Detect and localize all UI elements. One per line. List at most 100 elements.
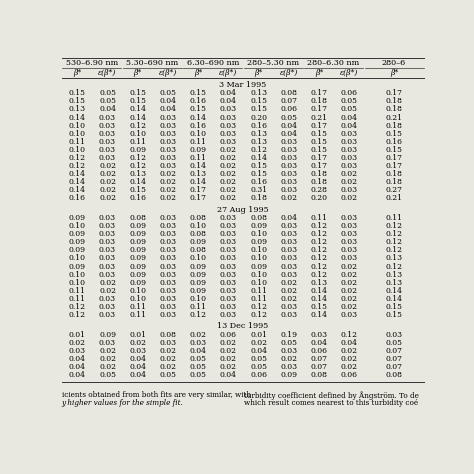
Text: 0.03: 0.03	[99, 303, 116, 311]
Text: 0.13: 0.13	[310, 279, 328, 287]
Text: 0.11: 0.11	[129, 138, 146, 146]
Text: 0.09: 0.09	[129, 279, 146, 287]
Text: 0.03: 0.03	[341, 246, 358, 255]
Text: 0.09: 0.09	[190, 146, 207, 154]
Text: 0.03: 0.03	[99, 246, 116, 255]
Text: 0.09: 0.09	[129, 263, 146, 271]
Text: 0.02: 0.02	[99, 279, 116, 287]
Text: 0.03: 0.03	[220, 122, 237, 129]
Text: 0.12: 0.12	[310, 246, 328, 255]
Text: 0.03: 0.03	[280, 222, 297, 230]
Text: 0.17: 0.17	[190, 186, 207, 194]
Text: 0.02: 0.02	[220, 194, 237, 202]
Text: 0.03: 0.03	[280, 186, 297, 194]
Text: 0.13: 0.13	[385, 279, 402, 287]
Text: 0.03: 0.03	[99, 113, 116, 121]
Text: 0.10: 0.10	[69, 222, 86, 230]
Text: 0.09: 0.09	[69, 214, 86, 222]
Text: 0.10: 0.10	[250, 255, 267, 263]
Text: 0.02: 0.02	[280, 295, 297, 303]
Text: 0.03: 0.03	[280, 230, 297, 238]
Text: ε(β*): ε(β*)	[219, 69, 237, 77]
Text: 0.12: 0.12	[250, 311, 267, 319]
Text: 0.12: 0.12	[385, 222, 402, 230]
Text: 0.03: 0.03	[99, 238, 116, 246]
Text: 0.11: 0.11	[190, 303, 207, 311]
Text: 0.02: 0.02	[220, 170, 237, 178]
Text: 0.18: 0.18	[385, 105, 402, 113]
Text: 0.02: 0.02	[341, 287, 358, 295]
Text: 0.09: 0.09	[129, 271, 146, 279]
Text: 0.03: 0.03	[220, 246, 237, 255]
Text: 0.05: 0.05	[159, 89, 176, 97]
Text: 0.03: 0.03	[159, 146, 176, 154]
Text: 0.06: 0.06	[341, 371, 358, 379]
Text: 0.15: 0.15	[250, 170, 267, 178]
Text: 0.05: 0.05	[341, 97, 358, 105]
Text: 0.15: 0.15	[385, 311, 402, 319]
Text: 0.08: 0.08	[280, 89, 297, 97]
Text: 0.06: 0.06	[310, 347, 328, 355]
Text: 0.15: 0.15	[129, 97, 146, 105]
Text: 0.04: 0.04	[69, 371, 86, 379]
Text: 0.02: 0.02	[341, 170, 358, 178]
Text: 0.02: 0.02	[159, 194, 176, 202]
Text: 0.14: 0.14	[129, 178, 146, 186]
Text: 280–5.30 nm: 280–5.30 nm	[247, 59, 299, 67]
Text: 0.11: 0.11	[250, 287, 267, 295]
Text: 0.12: 0.12	[250, 303, 267, 311]
Text: 0.07: 0.07	[310, 355, 328, 363]
Text: 0.03: 0.03	[159, 113, 176, 121]
Text: 0.14: 0.14	[190, 162, 207, 170]
Text: 0.10: 0.10	[129, 287, 146, 295]
Text: 0.04: 0.04	[280, 214, 297, 222]
Text: β*: β*	[390, 69, 398, 77]
Text: 0.04: 0.04	[220, 371, 237, 379]
Text: 0.13: 0.13	[69, 105, 86, 113]
Text: β*: β*	[73, 69, 82, 77]
Text: 0.09: 0.09	[129, 255, 146, 263]
Text: 0.02: 0.02	[99, 355, 116, 363]
Text: 0.03: 0.03	[280, 271, 297, 279]
Text: 0.15: 0.15	[385, 146, 402, 154]
Text: 530–6.90 nm: 530–6.90 nm	[66, 59, 118, 67]
Text: 0.05: 0.05	[190, 355, 207, 363]
Text: icients obtained from both fits are very similar, with: icients obtained from both fits are very…	[62, 392, 251, 400]
Text: 0.02: 0.02	[341, 178, 358, 186]
Text: 0.03: 0.03	[190, 339, 207, 347]
Text: 0.09: 0.09	[250, 238, 267, 246]
Text: 0.18: 0.18	[310, 178, 328, 186]
Text: β*: β*	[134, 69, 142, 77]
Text: 0.04: 0.04	[159, 105, 176, 113]
Text: 0.21: 0.21	[385, 113, 402, 121]
Text: 0.15: 0.15	[129, 186, 146, 194]
Text: 0.13: 0.13	[250, 89, 267, 97]
Text: 0.02: 0.02	[220, 355, 237, 363]
Text: 0.03: 0.03	[159, 246, 176, 255]
Text: 0.12: 0.12	[310, 222, 328, 230]
Text: 0.03: 0.03	[220, 230, 237, 238]
Text: 0.15: 0.15	[310, 146, 328, 154]
Text: 0.14: 0.14	[69, 178, 86, 186]
Text: 0.17: 0.17	[385, 89, 402, 97]
Text: 0.18: 0.18	[250, 194, 267, 202]
Text: 0.03: 0.03	[341, 222, 358, 230]
Text: 0.11: 0.11	[129, 303, 146, 311]
Text: 0.02: 0.02	[99, 287, 116, 295]
Text: 0.04: 0.04	[69, 355, 86, 363]
Text: 0.03: 0.03	[129, 347, 146, 355]
Text: 0.08: 0.08	[385, 371, 402, 379]
Text: 0.03: 0.03	[220, 311, 237, 319]
Text: 0.12: 0.12	[310, 238, 328, 246]
Text: 0.10: 0.10	[250, 230, 267, 238]
Text: 0.16: 0.16	[250, 122, 267, 129]
Text: 0.09: 0.09	[250, 263, 267, 271]
Text: 0.02: 0.02	[280, 355, 297, 363]
Text: 0.12: 0.12	[69, 311, 86, 319]
Text: 0.16: 0.16	[385, 138, 402, 146]
Text: 0.03: 0.03	[159, 122, 176, 129]
Text: 0.03: 0.03	[280, 154, 297, 162]
Text: 0.17: 0.17	[385, 154, 402, 162]
Text: 0.03: 0.03	[69, 347, 86, 355]
Text: 0.11: 0.11	[250, 295, 267, 303]
